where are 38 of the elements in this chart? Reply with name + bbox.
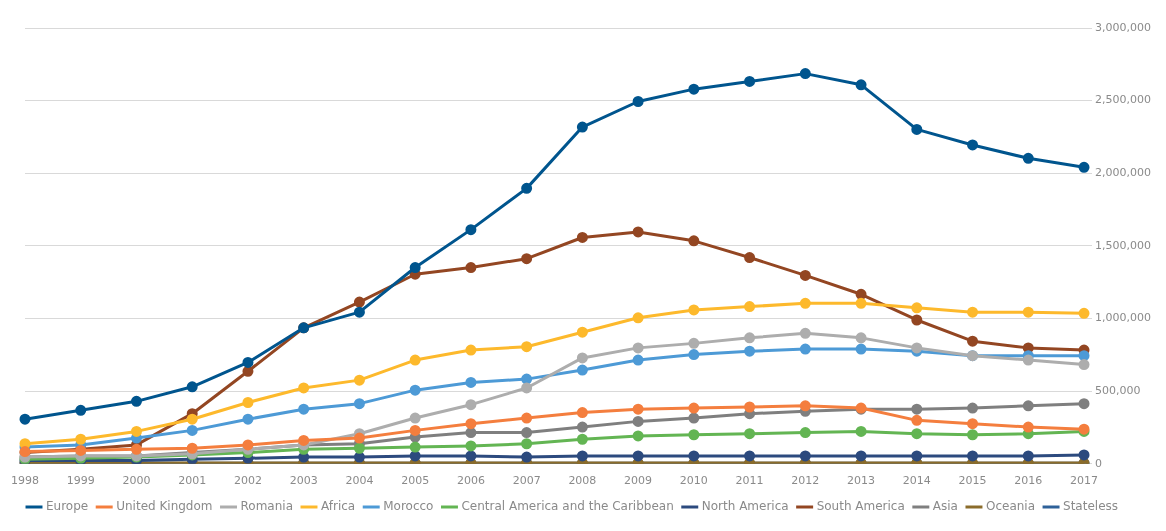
- x-tick-label: 2009: [624, 474, 653, 488]
- legend-label: Morocco: [383, 499, 434, 514]
- x-tick-label: 2014: [902, 474, 931, 488]
- y-tick-label: 0: [1095, 456, 1103, 470]
- legend-label: Oceania: [985, 499, 1036, 514]
- y-tick-label: 1,500,000: [1095, 238, 1151, 252]
- legend-label: Africa: [320, 499, 356, 514]
- x-tick-label: 1999: [66, 474, 95, 488]
- x-tick-label: 2012: [791, 474, 820, 488]
- legend-label: Romania: [240, 499, 293, 514]
- x-tick-label: 2011: [735, 474, 764, 488]
- x-tick-label: 2004: [345, 474, 374, 488]
- y-tick-label: 2,000,000: [1095, 166, 1151, 180]
- x-tick-label: 2008: [568, 474, 597, 488]
- x-tick-label: 1998: [11, 474, 39, 488]
- y-tick-label: 1,000,000: [1095, 311, 1151, 325]
- x-tick-label: 2002: [233, 474, 262, 488]
- y-tick-label: 3,000,000: [1095, 20, 1151, 34]
- x-tick-label: 2010: [679, 474, 708, 488]
- legend-label: United Kingdom: [116, 499, 213, 514]
- x-tick-label: 2001: [178, 474, 207, 488]
- x-tick-label: 2006: [456, 474, 485, 488]
- y-tick-label: 2,500,000: [1095, 93, 1151, 107]
- legend-label: South America: [816, 499, 905, 514]
- x-tick-label: 2000: [122, 474, 151, 488]
- x-tick-label: 2013: [847, 474, 876, 488]
- legend-label: Europe: [46, 499, 89, 514]
- legend-label: Asia: [932, 499, 958, 514]
- x-tick-label: 2003: [289, 474, 318, 488]
- x-tick-label: 2005: [401, 474, 430, 488]
- legend-label: North America: [701, 499, 789, 514]
- legend-label: Central America and the Caribbean: [461, 499, 674, 514]
- x-tick-label: 2007: [512, 474, 541, 488]
- legend-label: Stateless: [1063, 499, 1119, 514]
- x-tick-label: 2016: [1014, 474, 1043, 488]
- y-tick-label: 500,000: [1095, 384, 1141, 398]
- x-tick-label: 2015: [958, 474, 987, 488]
- x-tick-label: 2017: [1070, 474, 1099, 488]
